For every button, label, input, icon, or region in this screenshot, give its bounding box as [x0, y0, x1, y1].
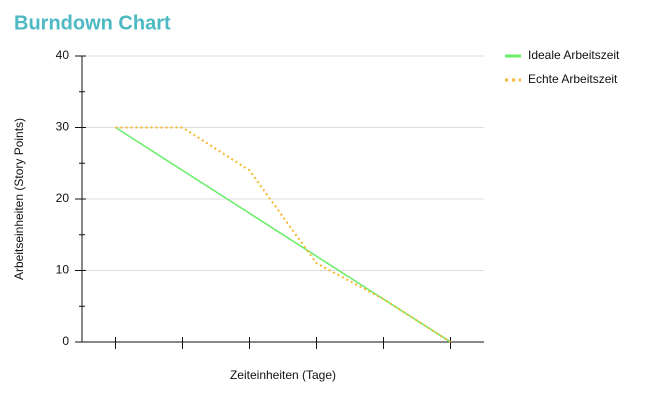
legend-label: Ideale Arbeitszeit [528, 48, 620, 62]
x-axis-label: Zeiteinheiten (Tage) [230, 368, 336, 382]
y-axis-label: Arbeitseinheiten (Story Points) [12, 118, 26, 280]
y-tick-label: 30 [56, 120, 70, 134]
y-tick-label: 10 [56, 263, 70, 277]
y-tick-label: 20 [56, 191, 70, 205]
y-tick-label: 40 [56, 48, 70, 62]
series-line [115, 126, 452, 343]
chart-title: Burndown Chart [14, 12, 171, 34]
legend-label: Echte Arbeitszeit [528, 72, 618, 86]
y-tick-label: 0 [62, 334, 69, 348]
